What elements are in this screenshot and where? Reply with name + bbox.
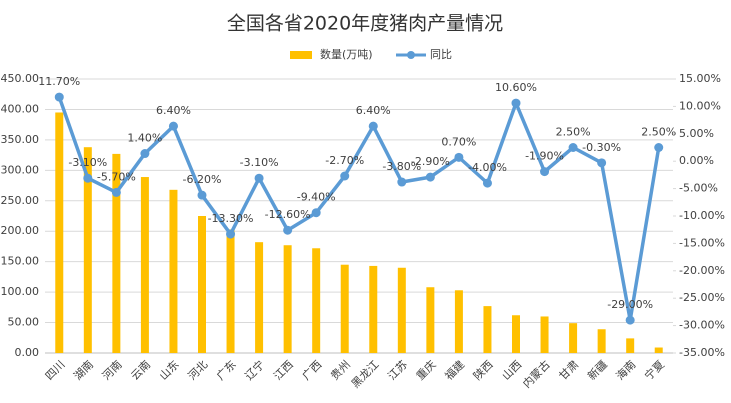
data-label: -4.00% bbox=[468, 161, 507, 174]
data-label: -6.20% bbox=[183, 173, 222, 186]
bar bbox=[654, 347, 663, 353]
line-marker bbox=[340, 171, 350, 181]
line-marker bbox=[254, 173, 264, 183]
line-marker bbox=[168, 121, 178, 131]
bar bbox=[140, 177, 149, 353]
y2-tick-label: -10.00% bbox=[679, 209, 725, 222]
bar bbox=[83, 147, 92, 353]
bar bbox=[483, 306, 492, 353]
data-label: 11.70% bbox=[38, 75, 80, 88]
bar bbox=[226, 229, 235, 353]
bar bbox=[540, 316, 549, 353]
y2-tick-label: -5.00% bbox=[679, 182, 718, 195]
y-tick-label: 350.00 bbox=[1, 133, 40, 146]
line-marker bbox=[511, 98, 521, 108]
legend-swatch bbox=[290, 51, 312, 59]
line-marker bbox=[140, 149, 150, 159]
line-marker bbox=[283, 225, 293, 235]
y2-tick-label: -30.00% bbox=[679, 319, 725, 332]
y2-tick-label: -35.00% bbox=[679, 346, 725, 359]
line-marker bbox=[482, 178, 492, 188]
line-marker bbox=[454, 152, 464, 162]
line-marker bbox=[568, 143, 578, 152]
line-marker bbox=[226, 229, 236, 239]
bar bbox=[569, 323, 578, 353]
data-label: -3.10% bbox=[240, 156, 279, 169]
bar bbox=[55, 112, 64, 353]
line-marker bbox=[54, 92, 64, 102]
bar bbox=[283, 245, 292, 353]
y-tick-label: 150.00 bbox=[1, 255, 40, 268]
data-label: -2.90% bbox=[411, 155, 450, 168]
data-label: 2.50% bbox=[641, 126, 676, 139]
bar bbox=[169, 189, 178, 353]
line-marker bbox=[368, 121, 378, 131]
legend-label: 数量(万吨) bbox=[320, 48, 373, 61]
y-tick-label: 200.00 bbox=[1, 224, 40, 237]
bar bbox=[626, 338, 635, 353]
bar bbox=[112, 153, 121, 353]
legend-label: 同比 bbox=[430, 48, 452, 61]
data-label: -5.70% bbox=[97, 170, 136, 183]
data-label: -9.40% bbox=[297, 191, 336, 204]
y-tick-label: 250.00 bbox=[1, 194, 40, 207]
data-label: -1.90% bbox=[525, 150, 564, 163]
y-tick-label: 100.00 bbox=[1, 285, 40, 298]
y2-tick-label: -25.00% bbox=[679, 291, 725, 304]
data-label: -12.60% bbox=[265, 208, 311, 221]
data-label: 10.60% bbox=[495, 81, 537, 94]
y-tick-label: 0.00 bbox=[15, 346, 40, 359]
data-label: -29.00% bbox=[607, 298, 653, 311]
y-tick-label: 300.00 bbox=[1, 163, 40, 176]
data-label: 6.40% bbox=[156, 104, 191, 117]
line-marker bbox=[397, 177, 407, 187]
data-label: 0.70% bbox=[441, 135, 476, 148]
bar bbox=[397, 267, 406, 353]
line-marker bbox=[654, 143, 664, 152]
line-marker bbox=[425, 172, 435, 182]
line-marker bbox=[625, 315, 635, 325]
bar bbox=[255, 242, 264, 353]
line-marker bbox=[111, 187, 121, 197]
chart-title: 全国各省2020年度猪肉产量情况 bbox=[227, 13, 503, 35]
bar bbox=[369, 265, 378, 353]
bar bbox=[426, 287, 435, 353]
y2-tick-label: -15.00% bbox=[679, 236, 725, 249]
line bbox=[57, 96, 661, 322]
line-marker bbox=[197, 190, 207, 200]
line-marker bbox=[597, 158, 607, 168]
y-tick-label: 50.00 bbox=[8, 316, 40, 329]
y-tick-label: 400.00 bbox=[1, 102, 40, 115]
bar bbox=[597, 329, 606, 353]
bar bbox=[312, 248, 321, 353]
y2-tick-label: 15.00% bbox=[679, 72, 721, 85]
bar bbox=[454, 290, 463, 353]
line-marker bbox=[311, 208, 321, 218]
bar bbox=[198, 216, 206, 353]
data-label: -3.80% bbox=[382, 160, 421, 173]
y2-tick-label: 0.00% bbox=[679, 154, 714, 167]
data-label: 1.40% bbox=[127, 132, 162, 145]
line-marker bbox=[83, 173, 93, 183]
data-label: -13.30% bbox=[208, 212, 254, 225]
y2-tick-label: 5.00% bbox=[679, 127, 714, 140]
data-label: -2.70% bbox=[325, 154, 364, 167]
legend-swatch bbox=[407, 51, 415, 59]
data-label: 2.50% bbox=[556, 126, 591, 139]
y2-tick-label: -20.00% bbox=[679, 264, 725, 277]
y-tick-label: 450.00 bbox=[1, 72, 40, 85]
bar bbox=[512, 315, 520, 353]
line-marker bbox=[540, 167, 550, 177]
y2-tick-label: 10.00% bbox=[679, 99, 721, 112]
data-label: -3.10% bbox=[68, 156, 107, 169]
data-label: 6.40% bbox=[356, 104, 391, 117]
bar bbox=[340, 264, 349, 353]
data-label: -0.30% bbox=[582, 141, 621, 154]
